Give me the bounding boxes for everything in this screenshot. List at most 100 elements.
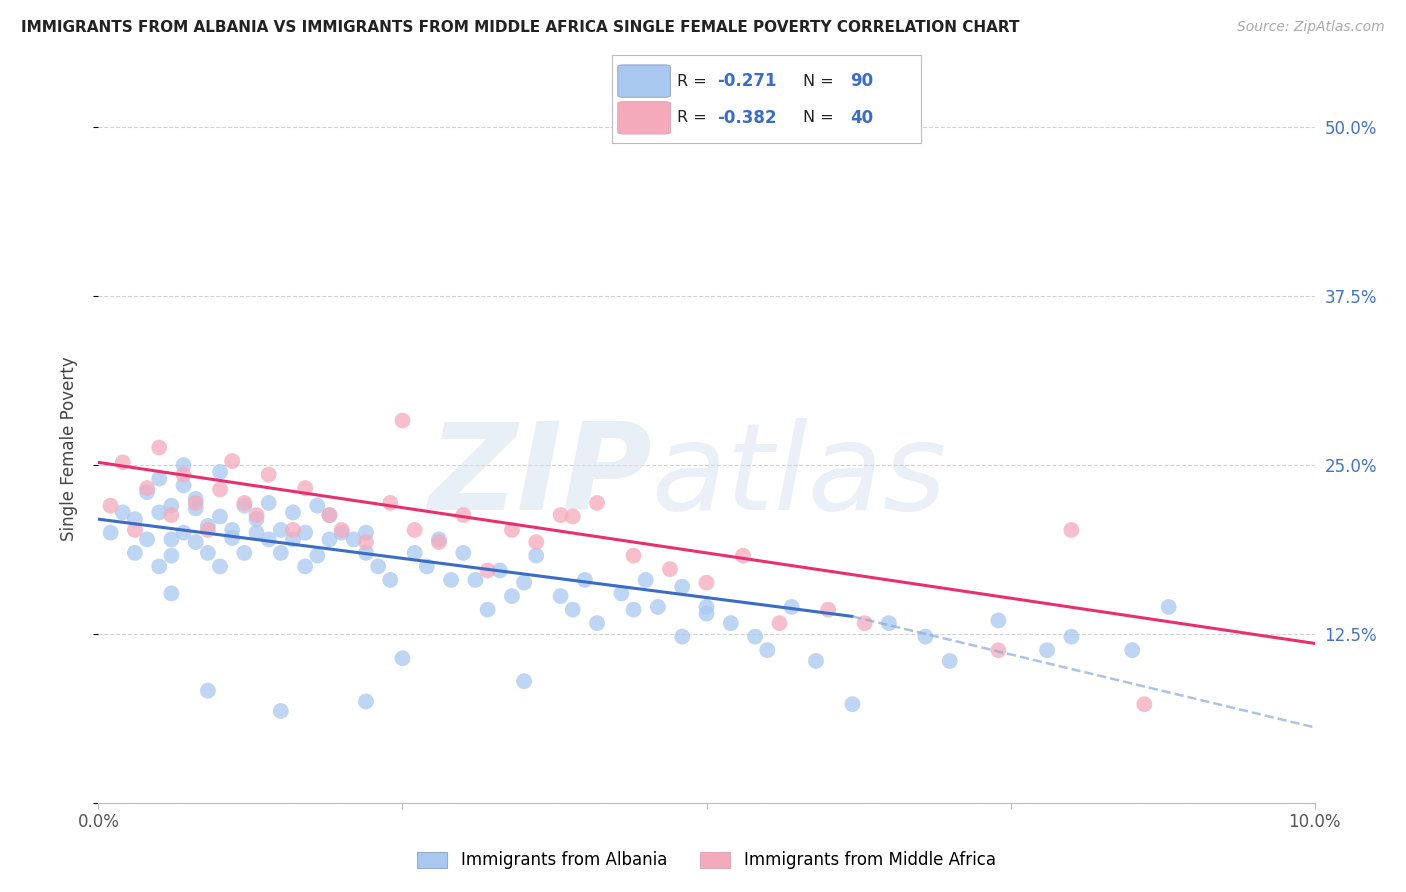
Point [853, 616, 876, 631]
Point [343, 533, 366, 547]
Point [136, 485, 159, 500]
Point [367, 559, 389, 574]
Point [574, 573, 596, 587]
Point [696, 575, 718, 590]
FancyBboxPatch shape [617, 65, 671, 97]
Point [561, 602, 583, 616]
Point [1060, 523, 1083, 537]
Point [501, 589, 523, 603]
Point [148, 559, 170, 574]
Legend: Immigrants from Albania, Immigrants from Middle Africa: Immigrants from Albania, Immigrants from… [411, 845, 1002, 876]
Point [233, 496, 256, 510]
Point [173, 525, 195, 540]
Point [744, 630, 766, 644]
Point [221, 454, 243, 468]
Point [464, 573, 486, 587]
Point [610, 586, 633, 600]
Text: 90: 90 [849, 72, 873, 90]
Point [318, 533, 340, 547]
Text: atlas: atlas [652, 418, 948, 535]
Point [257, 496, 280, 510]
Text: R =: R = [676, 111, 711, 125]
Point [184, 496, 207, 510]
Point [696, 607, 718, 621]
Point [330, 525, 353, 540]
Point [100, 499, 122, 513]
Point [987, 643, 1010, 657]
Point [768, 616, 790, 631]
Point [817, 602, 839, 616]
Point [939, 654, 962, 668]
Point [318, 508, 340, 522]
Point [294, 525, 316, 540]
Point [136, 533, 159, 547]
Point [1036, 643, 1059, 657]
Point [354, 535, 377, 549]
Point [221, 523, 243, 537]
FancyBboxPatch shape [617, 102, 671, 134]
Point [550, 589, 572, 603]
Text: R =: R = [676, 74, 711, 88]
Point [160, 586, 183, 600]
Point [209, 559, 232, 574]
Point [270, 704, 292, 718]
Point [634, 573, 657, 587]
Point [488, 564, 510, 578]
Point [720, 616, 742, 631]
Point [550, 508, 572, 522]
Point [696, 599, 718, 614]
Point [209, 509, 232, 524]
Point [391, 651, 413, 665]
Point [1157, 599, 1180, 614]
Point [173, 458, 195, 472]
Point [354, 525, 377, 540]
Point [160, 499, 183, 513]
Point [380, 496, 402, 510]
Point [160, 508, 183, 522]
Point [524, 535, 547, 549]
Point [197, 523, 219, 537]
Point [477, 564, 499, 578]
Point [453, 546, 475, 560]
Point [160, 549, 183, 563]
Point [245, 508, 267, 522]
Point [307, 499, 329, 513]
Point [184, 535, 207, 549]
Point [561, 509, 583, 524]
Point [257, 467, 280, 482]
Point [623, 602, 645, 616]
Text: N =: N = [803, 74, 839, 88]
Point [914, 630, 936, 644]
Text: Source: ZipAtlas.com: Source: ZipAtlas.com [1237, 20, 1385, 34]
Point [148, 505, 170, 519]
Point [780, 599, 803, 614]
Point [524, 549, 547, 563]
Text: -0.382: -0.382 [717, 109, 776, 127]
Point [1060, 630, 1083, 644]
Point [197, 546, 219, 560]
Point [307, 549, 329, 563]
Point [209, 483, 232, 497]
Text: N =: N = [803, 111, 839, 125]
Point [330, 523, 353, 537]
Point [416, 559, 439, 574]
Point [281, 505, 304, 519]
Point [281, 523, 304, 537]
Point [354, 546, 377, 560]
Point [453, 508, 475, 522]
Point [647, 599, 669, 614]
Point [197, 683, 219, 698]
Point [124, 512, 146, 526]
Point [294, 559, 316, 574]
Point [731, 549, 754, 563]
Point [380, 573, 402, 587]
Text: -0.271: -0.271 [717, 72, 776, 90]
Point [136, 481, 159, 495]
Point [354, 694, 377, 708]
Point [513, 674, 536, 689]
Point [233, 499, 256, 513]
Point [209, 465, 232, 479]
Point [257, 533, 280, 547]
Point [233, 546, 256, 560]
Text: ZIP: ZIP [427, 418, 652, 535]
